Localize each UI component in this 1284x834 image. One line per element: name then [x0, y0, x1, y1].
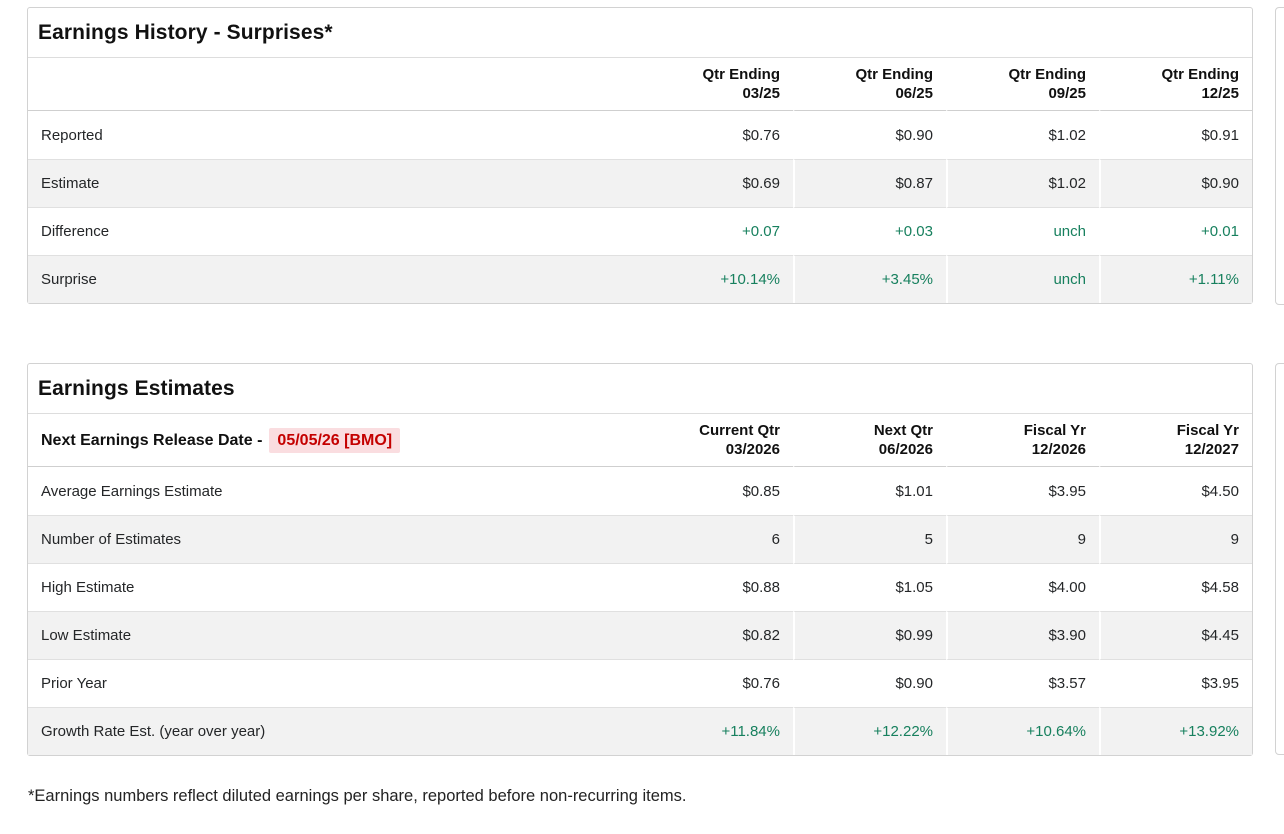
cell-value: $1.02 — [946, 111, 1099, 159]
cell-value: +10.64% — [946, 707, 1099, 755]
column-header-line1: Fiscal Yr — [1176, 422, 1239, 439]
cell-value: +3.45% — [793, 255, 946, 303]
column-header-line2: 12/2027 — [1184, 441, 1239, 458]
table-row-growth-rate-est: Growth Rate Est. (year over year) +11.84… — [28, 707, 1252, 755]
cell-value: unch — [946, 207, 1099, 255]
column-header-line1: Next Qtr — [873, 422, 933, 439]
earnings-history-title: Earnings History - Surprises* — [28, 8, 1252, 58]
row-label: Difference — [28, 207, 640, 255]
column-header-line1: Qtr Ending — [855, 66, 934, 83]
cell-value: $3.95 — [1099, 659, 1252, 707]
cell-value: $0.76 — [640, 659, 793, 707]
cell-value: $3.90 — [946, 611, 1099, 659]
cell-value: 5 — [793, 515, 946, 563]
column-header-fiscal-yr-2027: Fiscal Yr 12/2027 — [1099, 414, 1252, 467]
column-header-line1: Fiscal Yr — [1023, 422, 1086, 439]
column-header-next-qtr: Next Qtr 06/2026 — [793, 414, 946, 467]
cell-value: $0.76 — [742, 126, 780, 144]
cell-value: +12.22% — [793, 707, 946, 755]
cell-value: 6 — [640, 515, 793, 563]
earnings-estimates-title: Earnings Estimates — [28, 364, 1252, 414]
cell-value: $0.90 — [793, 659, 946, 707]
earnings-history-table: Qtr Ending 03/25 Qtr Ending 06/25 Qtr En… — [28, 58, 1252, 303]
cell-value: +13.92% — [1099, 707, 1252, 755]
cell-value: $3.95 — [946, 467, 1099, 515]
cell-value: $1.05 — [793, 563, 946, 611]
column-header-line1: Qtr Ending — [1161, 66, 1240, 83]
row-label: Reported — [41, 126, 103, 144]
column-header-fiscal-yr-2026: Fiscal Yr 12/2026 — [946, 414, 1099, 467]
earnings-history-card: Earnings History - Surprises* Qtr Ending… — [27, 7, 1253, 304]
column-header-current-qtr: Current Qtr 03/2026 — [640, 414, 793, 467]
cell-value: $0.88 — [640, 563, 793, 611]
column-header-line2: 03/2026 — [725, 441, 780, 458]
adjacent-panel-edge-bottom — [1275, 363, 1284, 755]
cell-value: $4.00 — [946, 563, 1099, 611]
table-row-estimate: Estimate $0.69 $0.87 $1.02 $0.90 — [28, 159, 1252, 207]
column-header-line1: Current Qtr — [699, 422, 780, 439]
column-header-line2: 09/25 — [1048, 85, 1086, 102]
column-header-line1: Qtr Ending — [702, 66, 781, 83]
table-row-number-of-estimates: Number of Estimates 6 5 9 9 — [28, 515, 1252, 563]
row-label: Surprise — [28, 255, 640, 303]
cell-value: +0.03 — [793, 207, 946, 255]
table-row-high-estimate: High Estimate $0.88 $1.05 $4.00 $4.58 — [28, 563, 1252, 611]
cell-value: $4.50 — [1099, 467, 1252, 515]
cell-value: 9 — [946, 515, 1099, 563]
next-earnings-release-cell: Next Earnings Release Date - 05/05/26 [BM… — [28, 414, 640, 467]
cell-value: $0.90 — [793, 111, 946, 159]
table-row-difference: Difference +0.07 +0.03 unch +0.01 — [28, 207, 1252, 255]
column-header-line2: 03/25 — [742, 85, 780, 102]
column-header-line2: 06/2026 — [878, 441, 933, 458]
row-label: Low Estimate — [28, 611, 640, 659]
cell-value: $0.99 — [793, 611, 946, 659]
table-row-reported: Reported $0.76 $0.90 $1.02 $0.91 — [28, 111, 1252, 159]
table-row-average-earnings-estimate: Average Earnings Estimate $0.85 $1.01 $3… — [28, 467, 1252, 515]
cell-value: +11.84% — [640, 707, 793, 755]
row-label: Average Earnings Estimate — [41, 482, 223, 500]
table-row-prior-year: Prior Year $0.76 $0.90 $3.57 $3.95 — [28, 659, 1252, 707]
next-earnings-release-label: Next Earnings Release Date - — [41, 431, 263, 449]
row-label: High Estimate — [28, 563, 640, 611]
empty-header-cell — [28, 58, 640, 111]
column-header-line1: Qtr Ending — [1008, 66, 1087, 83]
table-header-row: Next Earnings Release Date - 05/05/26 [BM… — [28, 414, 1252, 467]
cell-value: $0.90 — [1099, 159, 1252, 207]
table-row-surprise: Surprise +10.14% +3.45% unch +1.11% — [28, 255, 1252, 303]
row-label: Estimate — [28, 159, 640, 207]
row-label: Growth Rate Est. (year over year) — [28, 707, 640, 755]
row-label: Number of Estimates — [28, 515, 640, 563]
cell-value: $0.82 — [640, 611, 793, 659]
column-header-qtr-0925: Qtr Ending 09/25 — [946, 58, 1099, 111]
cell-value: +1.11% — [1099, 255, 1252, 303]
table-header-row: Qtr Ending 03/25 Qtr Ending 06/25 Qtr En… — [28, 58, 1252, 111]
column-header-line2: 12/25 — [1201, 85, 1239, 102]
earnings-estimates-table: Next Earnings Release Date - 05/05/26 [BM… — [28, 414, 1252, 755]
cell-value: $4.45 — [1099, 611, 1252, 659]
cell-value: +0.01 — [1099, 207, 1252, 255]
cell-value: $1.01 — [793, 467, 946, 515]
adjacent-panel-edge-top — [1275, 7, 1284, 305]
table-row-low-estimate: Low Estimate $0.82 $0.99 $3.90 $4.45 — [28, 611, 1252, 659]
cell-value: $0.91 — [1099, 111, 1252, 159]
cell-value: unch — [946, 255, 1099, 303]
cell-value: $0.87 — [793, 159, 946, 207]
cell-value: $0.85 — [742, 482, 780, 500]
cell-value: 9 — [1099, 515, 1252, 563]
cell-value: +0.07 — [640, 207, 793, 255]
cell-value: $1.02 — [946, 159, 1099, 207]
column-header-qtr-0325: Qtr Ending 03/25 — [640, 58, 793, 111]
column-header-line2: 12/2026 — [1031, 441, 1086, 458]
earnings-footnote: *Earnings numbers reflect diluted earnin… — [28, 787, 687, 805]
cell-value: +10.14% — [640, 255, 793, 303]
row-label: Prior Year — [28, 659, 640, 707]
cell-value: $0.69 — [640, 159, 793, 207]
column-header-qtr-1225: Qtr Ending 12/25 — [1099, 58, 1252, 111]
earnings-estimates-card: Earnings Estimates Next Earnings Release… — [27, 363, 1253, 756]
cell-value: $4.58 — [1099, 563, 1252, 611]
column-header-qtr-0625: Qtr Ending 06/25 — [793, 58, 946, 111]
column-header-line2: 06/25 — [895, 85, 933, 102]
cell-value: $3.57 — [946, 659, 1099, 707]
next-earnings-release-date-badge: 05/05/26 [BMO] — [269, 427, 401, 453]
